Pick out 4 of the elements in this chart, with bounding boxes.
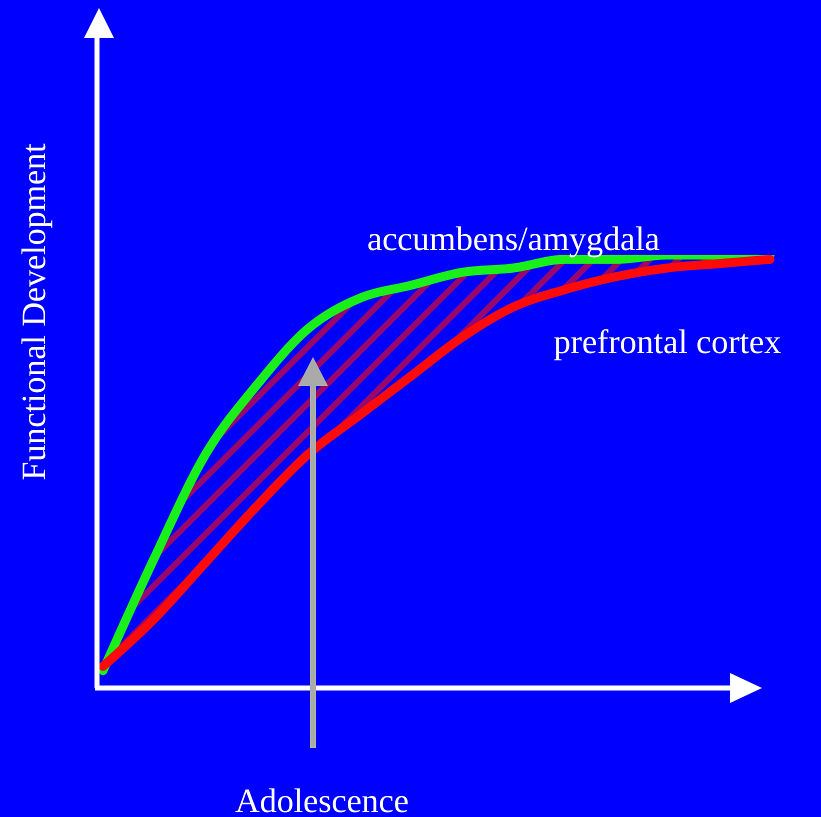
series-label: accumbens/amygdala (367, 220, 660, 258)
text: Adolescence (235, 783, 409, 817)
y-axis-title: Functional Development (16, 142, 53, 481)
series-label: prefrontal cortex (554, 324, 782, 361)
